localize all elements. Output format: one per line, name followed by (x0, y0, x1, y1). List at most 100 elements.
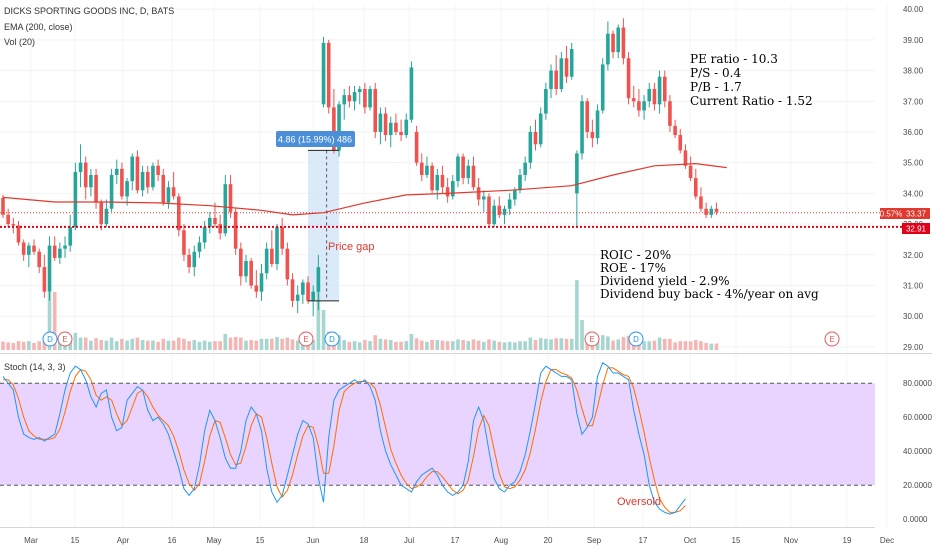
level-badge (902, 223, 930, 234)
candle-body (182, 230, 186, 255)
volume-bar (52, 292, 57, 350)
volume-bar (208, 341, 212, 350)
candle-body (414, 131, 419, 163)
volume-bar (130, 338, 135, 350)
candle-body (140, 171, 145, 191)
time-tick-label: Sep (587, 536, 602, 545)
volume-bar (27, 341, 31, 350)
candle-body (16, 225, 21, 243)
earnings-marker[interactable] (584, 331, 600, 347)
stoch-tick-label: 0.0000 (903, 515, 928, 524)
price-tick-label: 32.00 (903, 251, 924, 260)
volume-bar (78, 337, 83, 350)
dividend-marker[interactable] (628, 331, 644, 347)
volume-bar (683, 341, 688, 350)
volume-bar (580, 320, 584, 350)
volume-bar (316, 276, 321, 350)
volume-bar (419, 340, 424, 350)
candle-body (233, 211, 238, 249)
volume-bar (575, 280, 579, 350)
volume-bar (616, 339, 621, 350)
oversold-label: Oversold (617, 496, 661, 508)
candle-body (326, 42, 331, 108)
candle-body (513, 190, 517, 200)
candle-body (471, 165, 476, 188)
level-badge-text: 32.91 (906, 225, 927, 234)
candle-body (440, 174, 445, 188)
volume-bar (569, 338, 574, 350)
volume-bar (21, 341, 26, 350)
volume-bar (197, 341, 202, 350)
volume-bar (223, 334, 228, 350)
volume-bar (668, 338, 672, 350)
candle-body (590, 131, 595, 139)
candle-body (202, 227, 207, 243)
candle-body (316, 267, 321, 292)
stoch-legend[interactable]: Stoch (14, 3, 3) (4, 362, 66, 372)
candle-body (254, 285, 259, 292)
candle-body (528, 131, 533, 163)
candle-body (637, 101, 641, 111)
candle-body (394, 122, 398, 132)
earnings-marker[interactable] (298, 331, 314, 347)
candle-body (466, 165, 471, 179)
last-price-badge-text: 33.37 (906, 210, 927, 219)
candle-body (68, 227, 73, 246)
candle-body (564, 58, 569, 77)
candle-body (197, 242, 202, 252)
candle-body (32, 245, 36, 252)
candle-body (445, 187, 450, 197)
candle-body (388, 122, 393, 136)
time-axis[interactable]: Mar 15 Apr 16 May 15 Jun 18 Jul 17 Aug 20 Sep 17 Oct 15… (24, 536, 894, 545)
volume-bar (342, 340, 347, 350)
pct-badge (880, 208, 902, 219)
candle-body (145, 171, 150, 188)
candle-body (47, 245, 52, 292)
volume-bar (68, 338, 73, 350)
stoch-k-line (2, 362, 686, 515)
dividend-marker[interactable] (42, 331, 58, 347)
candle-body (616, 27, 621, 53)
time-tick-label: Jul (404, 536, 414, 545)
volume-bar (482, 341, 486, 350)
volume-bar (16, 341, 21, 350)
volume-bar (544, 338, 548, 350)
volume-bar (1, 341, 5, 350)
candle-body (6, 214, 10, 225)
candle-body (368, 88, 372, 108)
volume-bar (471, 339, 476, 350)
volume-bar (652, 340, 657, 350)
candle-body (306, 282, 310, 301)
volume-bar (337, 335, 341, 350)
candle-body (693, 178, 698, 197)
candles (1, 18, 719, 317)
volume-bar (378, 338, 383, 350)
dividend-marker[interactable] (324, 331, 340, 347)
symbol-legend[interactable]: DICKS SPORTING GOODS INC, D, BATS (4, 6, 175, 16)
volume-bar (466, 341, 471, 350)
volume-bar (394, 341, 398, 350)
volume-bar (688, 341, 693, 350)
ema-legend[interactable]: EMA (200, close) (4, 22, 73, 32)
candle-body (83, 162, 88, 188)
volume-bar (404, 341, 409, 350)
volume-bar (285, 337, 290, 350)
volume-bar (264, 338, 269, 350)
earnings-marker[interactable] (57, 331, 73, 347)
stoch-d-line (3, 367, 686, 513)
volume-bar (502, 342, 507, 350)
volume-bar (125, 340, 129, 350)
price-tick-label: 35.00 (903, 159, 924, 168)
price-gap-measure[interactable]: 4.86 (15.99%) 486 (276, 131, 355, 147)
candle-body (673, 125, 677, 136)
volume-legend[interactable]: Vol (20) (4, 37, 36, 47)
price-axis: 40.0039.0038.0037.0036.0035.0034.0033.00… (903, 5, 924, 352)
volume-bar (321, 310, 326, 350)
volume-bar (554, 338, 558, 350)
candle-body (699, 196, 703, 209)
stoch-tick-label: 20.0000 (903, 481, 932, 490)
earnings-marker[interactable] (824, 331, 840, 347)
volume-bar (171, 340, 176, 350)
candle-body (218, 224, 222, 234)
